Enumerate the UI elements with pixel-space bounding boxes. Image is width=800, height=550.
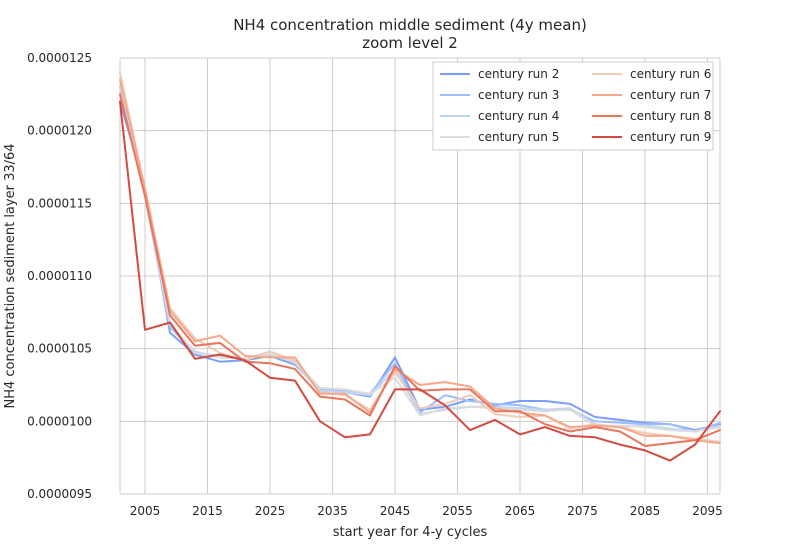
series-line-century-run-8 (119, 93, 721, 447)
plot-frame (119, 57, 721, 495)
legend-box (432, 61, 714, 151)
legend-entry: century run 2 (478, 67, 559, 81)
series-line-century-run-5 (119, 78, 721, 433)
legend-entry: century run 8 (630, 109, 711, 123)
x-tick-label: 2025 (255, 504, 286, 518)
legend-entry: century run 5 (478, 130, 559, 144)
legend-entry: century run 7 (630, 88, 711, 102)
x-tick-label: 2065 (505, 504, 536, 518)
y-tick-labels: 0.0000095 0.0000100 0.0000105 0.0000110 0.00… (27, 51, 92, 501)
x-tick-label: 2035 (317, 504, 348, 518)
series-line-century-run-7 (119, 78, 721, 445)
y-tick-label: 0.0000100 (27, 414, 92, 428)
series-line-century-run-9 (119, 100, 721, 462)
y-tick-label: 0.0000105 (27, 342, 92, 356)
x-axis-label: start year for 4-y cycles (333, 525, 488, 540)
y-tick-label: 0.0000110 (27, 269, 92, 283)
x-tick-label: 2085 (630, 504, 661, 518)
series-layer (119, 71, 721, 462)
y-tick-label: 0.0000095 (27, 487, 92, 501)
legend-entry: century run 3 (478, 88, 559, 102)
x-tick-label: 2045 (380, 504, 411, 518)
x-tick-label: 2055 (442, 504, 473, 518)
x-tick-labels: 2005 2015 2025 2035 2045 2055 2065 2075 2085 2095 (130, 504, 723, 518)
x-tick-label: 2095 (692, 504, 723, 518)
y-axis-label: NH4 concentration sediment layer 33/64 (3, 143, 18, 408)
y-tick-label: 0.0000115 (27, 196, 92, 210)
legend-entry: century run 4 (478, 109, 559, 123)
x-tick-label: 2015 (192, 504, 223, 518)
chart-subtitle: zoom level 2 (362, 34, 458, 52)
legend: century run 2 century run 3 century run 4 c… (432, 61, 714, 151)
y-tick-label: 0.0000120 (27, 124, 92, 138)
series-line-century-run-2 (119, 100, 721, 432)
x-tick-label: 2075 (567, 504, 598, 518)
legend-entry: century run 9 (630, 130, 711, 144)
legend-entry: century run 6 (630, 67, 711, 81)
y-tick-label: 0.0000125 (27, 51, 92, 65)
chart-title: NH4 concentration middle sediment (4y me… (233, 16, 587, 34)
x-tick-label: 2005 (130, 504, 161, 518)
